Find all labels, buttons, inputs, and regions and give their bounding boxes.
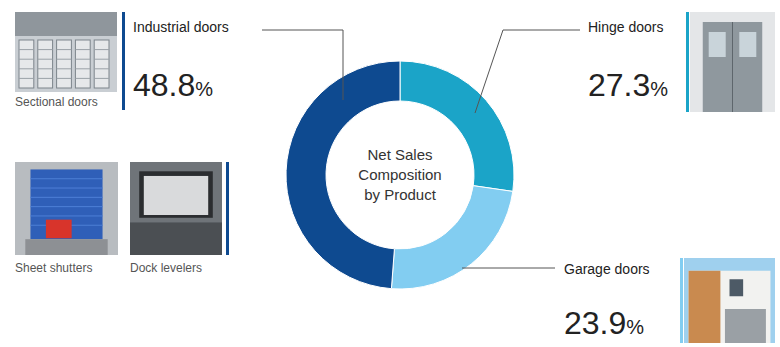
photo-line <box>57 78 72 79</box>
photo-door <box>144 176 208 215</box>
photo-door <box>94 40 109 88</box>
photo <box>15 162 118 255</box>
value-label: 27.3% <box>588 67 668 103</box>
photo-line <box>75 59 90 60</box>
photo-line <box>19 59 34 60</box>
photo <box>684 258 775 343</box>
value-number: 48.8 <box>133 67 195 103</box>
photo-line <box>30 197 102 198</box>
value-unit: % <box>626 316 644 338</box>
accent-bar <box>226 162 229 255</box>
leader-line <box>462 268 555 269</box>
photo-bg <box>684 258 775 343</box>
photo-line <box>75 78 90 79</box>
photo-line <box>732 22 733 112</box>
chart: Net Sales Composition by Product Hinge door… <box>0 0 780 347</box>
photo-line <box>19 78 34 79</box>
photo-door <box>19 40 34 88</box>
photo-wall <box>689 271 721 343</box>
photo-door <box>30 169 102 239</box>
photo-bg <box>15 162 118 255</box>
value-unit: % <box>650 78 668 100</box>
photo-door <box>703 22 763 112</box>
value-unit: % <box>195 78 213 100</box>
title-line: Composition <box>358 166 441 183</box>
value-number: 27.3 <box>588 67 650 103</box>
category-label: Hinge doors <box>588 19 664 35</box>
photo <box>690 12 775 112</box>
title-line: by Product <box>364 186 437 203</box>
photo-line <box>94 68 109 69</box>
accent-bar <box>122 12 125 110</box>
photo-line <box>57 59 72 60</box>
photo-door <box>38 40 53 88</box>
photo-line <box>57 49 72 50</box>
photo-dock <box>130 222 222 255</box>
photo-window <box>739 32 756 57</box>
photo-door <box>57 40 72 88</box>
photo-bg <box>690 12 775 112</box>
photo-forklift <box>46 220 72 239</box>
photo-opening <box>139 171 213 218</box>
photo-caption: Dock levelers <box>130 261 202 275</box>
photo-line <box>75 68 90 69</box>
photo-floor <box>25 239 107 255</box>
accent-bar <box>680 258 683 343</box>
photo-window <box>730 279 744 296</box>
photo-line <box>94 78 109 79</box>
donut <box>286 61 514 289</box>
photo-line <box>94 59 109 60</box>
category-label: Garage doors <box>564 261 650 277</box>
photo-line <box>75 49 90 50</box>
photo <box>15 12 117 92</box>
accent-bar <box>686 12 689 112</box>
photo-line <box>19 49 34 50</box>
photo-line <box>30 188 102 189</box>
photo-caption: Sheet shutters <box>15 261 92 275</box>
photo-house <box>689 271 771 343</box>
photo-window <box>709 32 726 57</box>
photo-caption: Sectional doors <box>15 95 98 109</box>
photo-bg <box>15 12 117 92</box>
center-title: Net Sales Composition by Product <box>358 146 441 203</box>
photo-roof <box>15 12 117 36</box>
value-number: 23.9 <box>564 305 626 341</box>
photo-line <box>57 68 72 69</box>
title-line: Net Sales <box>367 146 432 163</box>
photo-line <box>38 78 53 79</box>
value-label: 23.9% <box>564 305 644 341</box>
photo-line <box>38 49 53 50</box>
photo-door <box>725 309 766 343</box>
leader-line <box>475 30 580 113</box>
photo-bg <box>130 162 222 255</box>
photo-door <box>75 40 90 88</box>
photo-line <box>19 68 34 69</box>
leader-line <box>262 30 343 100</box>
photo <box>130 162 222 255</box>
photo-line <box>38 59 53 60</box>
photo-line <box>94 49 109 50</box>
photo-line <box>38 68 53 69</box>
photo-line <box>30 215 102 216</box>
value-label: 48.8% <box>133 67 213 103</box>
category-label: Industrial doors <box>133 19 229 35</box>
photo-line <box>30 206 102 207</box>
photo-line <box>30 178 102 179</box>
